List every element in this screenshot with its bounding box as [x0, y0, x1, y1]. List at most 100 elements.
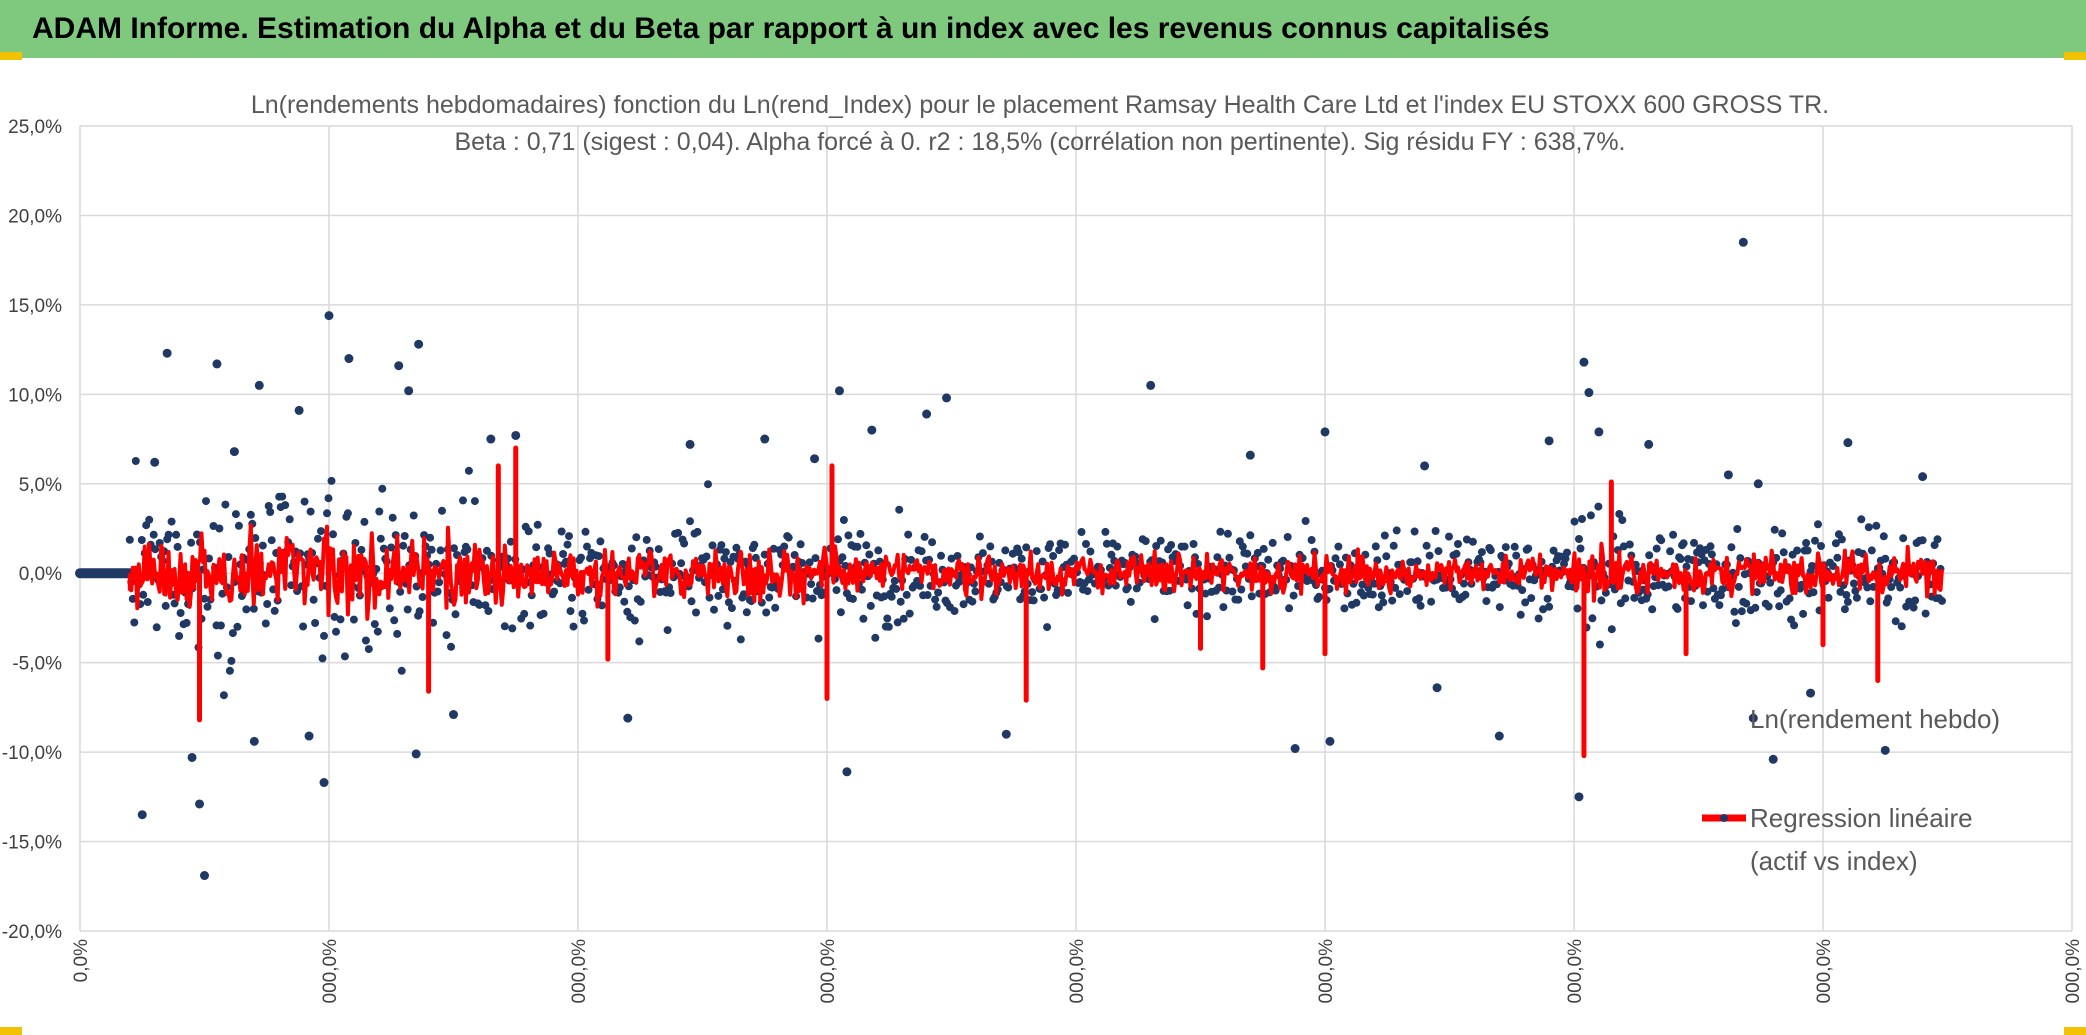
scatter-point [760, 434, 770, 444]
scatter-point [1648, 605, 1657, 614]
scatter-point [1040, 593, 1049, 602]
scatter-point [942, 393, 952, 403]
scatter-point [1512, 551, 1521, 560]
scatter-point [173, 542, 182, 551]
scatter-point [865, 550, 874, 559]
scatter-point [539, 609, 548, 618]
scatter-point [187, 538, 196, 547]
scatter-point [890, 576, 899, 585]
scatter-point [1334, 542, 1343, 551]
scatter-point [426, 533, 435, 542]
scatter-point [176, 609, 185, 617]
scatter-point [1778, 529, 1787, 538]
scatter-point [246, 510, 255, 519]
scatter-point [1234, 595, 1243, 604]
scatter-chart: Ln(rendements hebdomadaires) fonction du… [2, 91, 2084, 1004]
scatter-point [893, 618, 902, 627]
scatter-point [947, 554, 956, 563]
scatter-point [1482, 597, 1491, 606]
scatter-point [128, 594, 137, 603]
scatter-point [394, 361, 404, 371]
scatter-point [399, 541, 408, 550]
scatter-point [1377, 591, 1386, 600]
scatter-point [862, 541, 871, 550]
scatter-point [642, 535, 651, 544]
scatter-point [1864, 523, 1873, 532]
y-tick-label: 0,0% [19, 564, 62, 585]
scatter-point [1049, 552, 1058, 560]
scatter-point [1645, 551, 1654, 560]
scatter-point [596, 537, 605, 546]
scatter-point [1849, 579, 1858, 588]
x-tick-label: 000,0% [1565, 939, 1586, 1004]
scatter-point [1938, 596, 1946, 605]
scatter-point [162, 348, 172, 358]
scatter-point [1879, 532, 1888, 541]
corner-marker [2064, 52, 2086, 60]
y-tick-label: 15,0% [8, 296, 62, 317]
scatter-point [254, 380, 264, 390]
scatter-point [762, 608, 771, 617]
corner-marker [2064, 1027, 2086, 1035]
scatter-point [1379, 598, 1388, 607]
scatter-point [630, 616, 639, 625]
scatter-point [463, 545, 472, 554]
scatter-point [340, 652, 349, 661]
scatter-point [451, 610, 460, 619]
scatter-point [1452, 549, 1461, 558]
scatter-point [1806, 688, 1816, 698]
scatter-point [484, 607, 493, 615]
scatter-point [838, 553, 847, 562]
scatter-point [1768, 754, 1778, 764]
scatter-point [1779, 548, 1788, 557]
scatter-point [978, 549, 987, 558]
scatter-point [841, 561, 850, 570]
scatter-point [1563, 548, 1571, 557]
scatter-point [895, 505, 904, 514]
x-tick-label: 000,0% [1814, 939, 1835, 1004]
scatter-point [1389, 541, 1398, 550]
scatter-point [583, 542, 591, 551]
scatter-point [1831, 539, 1840, 548]
scatter-point [798, 559, 807, 567]
scatter-point [151, 545, 160, 554]
scatter-point [1524, 544, 1533, 553]
scatter-point [378, 484, 387, 493]
scatter-point [242, 605, 251, 614]
scatter-point [330, 612, 339, 621]
scatter-point [934, 588, 943, 597]
scatter-point [1607, 625, 1616, 634]
scatter-point [1290, 744, 1300, 754]
scatter-point [627, 544, 636, 553]
scatter-point [1247, 592, 1256, 601]
scatter-point [1737, 607, 1746, 616]
scatter-point [227, 656, 236, 665]
scatter-point [1223, 529, 1232, 538]
scatter-point [224, 553, 233, 561]
scatter-point [1165, 586, 1174, 595]
scatter-point [526, 621, 535, 630]
scatter-point [1486, 546, 1495, 555]
page-title: ADAM Informe. Estimation du Alpha et du … [0, 0, 2086, 58]
scatter-point [580, 616, 588, 625]
scatter-point [693, 527, 702, 536]
scatter-point [1543, 594, 1552, 603]
scatter-point [1690, 538, 1698, 547]
scatter-point [836, 608, 845, 617]
scatter-point [922, 409, 932, 419]
scatter-point [1004, 583, 1013, 592]
scatter-point [686, 517, 694, 526]
corner-marker [0, 1027, 22, 1035]
scatter-point [704, 480, 712, 489]
scatter-point [336, 615, 345, 624]
scatter-point [500, 622, 509, 631]
scatter-point [420, 531, 429, 540]
scatter-point [1809, 588, 1818, 597]
scatter-point [357, 545, 366, 554]
y-tick-label: 10,0% [8, 385, 62, 406]
scatter-point [814, 634, 823, 643]
scatter-point [1101, 527, 1110, 536]
scatter-point [449, 710, 458, 720]
scatter-point [1576, 544, 1585, 553]
scatter-point [1518, 586, 1527, 595]
